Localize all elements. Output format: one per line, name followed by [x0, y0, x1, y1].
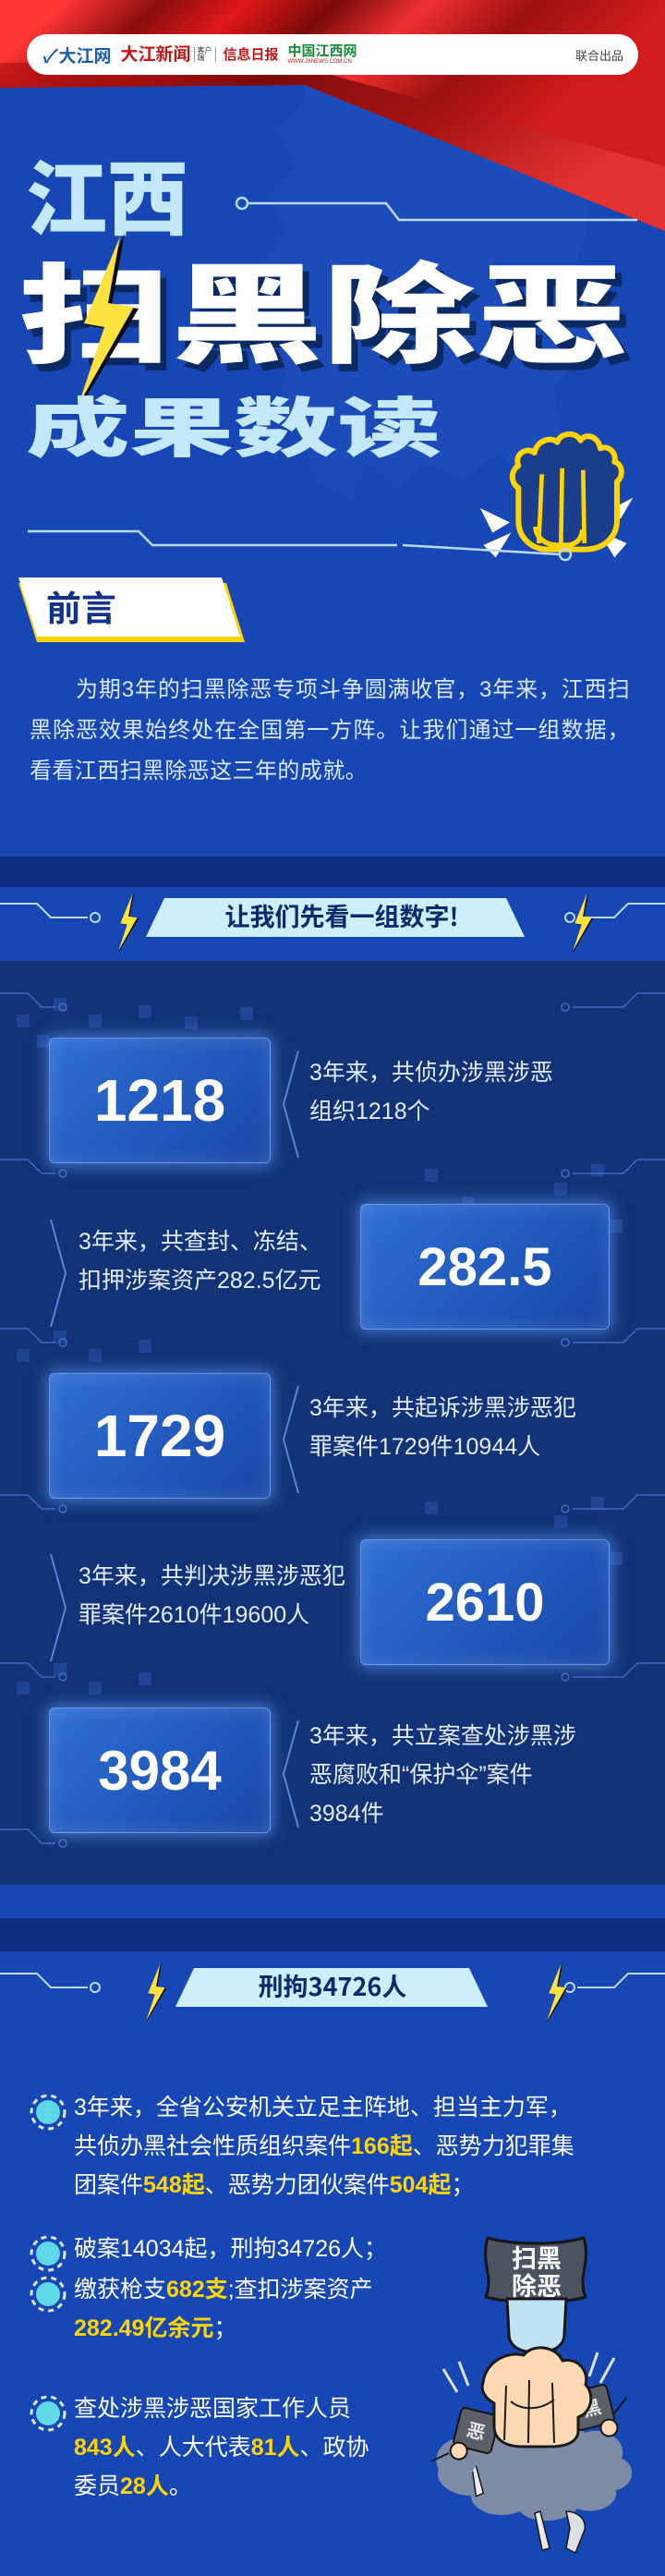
svg-text:成果数读: 成果数读 [26, 386, 441, 469]
svg-text:刑拘34726人: 刑拘34726人 [259, 1967, 407, 2003]
svg-text:让我们先看一组数字!: 让我们先看一组数字! [225, 897, 459, 933]
svg-text:除恶: 除恶 [512, 2266, 562, 2303]
svg-text:前言: 前言 [46, 580, 116, 631]
